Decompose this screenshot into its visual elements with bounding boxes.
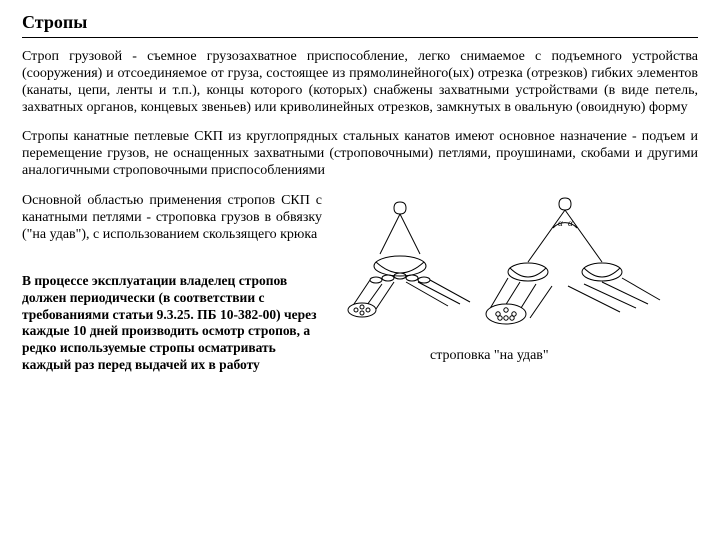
paragraph-2: Стропы канатные петлевые СКП из круглопр…: [22, 128, 698, 179]
paragraph-1: Строп грузовой - съемное грузозахватное …: [22, 48, 698, 116]
title-rule: [22, 37, 698, 38]
page-title: Стропы: [22, 12, 698, 33]
page: Стропы Строп грузовой - съемное грузозах…: [0, 0, 720, 540]
inspection-note: В процессе эксплуатации владелец стропов…: [22, 273, 322, 374]
figure-caption: строповка "на удав": [430, 348, 549, 364]
svg-text:α: α: [568, 218, 573, 228]
svg-text:α: α: [558, 218, 563, 228]
row-text-figure: Основной областью применения стропов СКП…: [22, 192, 698, 374]
col-text: Основной областью применения стропов СКП…: [22, 192, 322, 374]
figure-area: α α: [340, 192, 698, 372]
bundle-right: α α: [486, 198, 660, 324]
bundle-left: [348, 202, 470, 317]
sling-diagram: α α: [340, 192, 670, 342]
paragraph-3: Основной областью применения стропов СКП…: [22, 192, 322, 243]
